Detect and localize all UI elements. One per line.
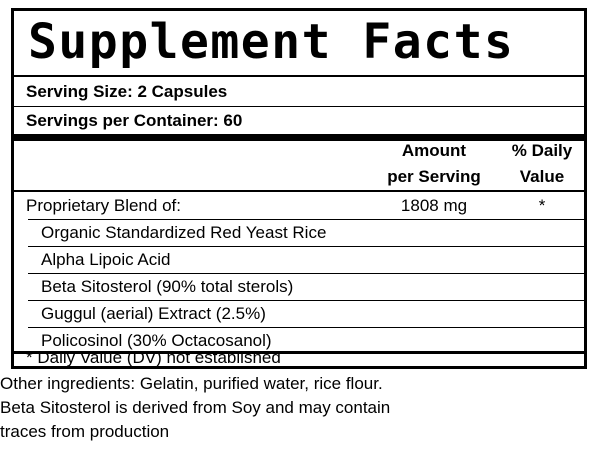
other-ingredients-line: Other ingredients: Gelatin, purified wat…: [0, 374, 383, 393]
amount-header-line2: per Serving: [387, 167, 481, 186]
servings-per-container: Servings per Container: 60: [26, 111, 243, 130]
serving-divider: [14, 106, 584, 107]
blend-name: Proprietary Blend of:: [26, 196, 181, 215]
dv-header-line1: % Daily: [511, 141, 573, 160]
list-item: Beta Sitosterol (90% total sterols): [41, 277, 294, 296]
amount-header-line1: Amount: [401, 141, 467, 160]
supplement-facts-panel: Supplement Facts Serving Size: 2 Capsule…: [11, 8, 587, 369]
blend-dv: *: [538, 196, 546, 215]
blend-amount: 1808 mg: [400, 196, 468, 215]
panel-title: Supplement Facts: [28, 14, 515, 70]
title-divider: [14, 75, 584, 77]
list-item: Organic Standardized Red Yeast Rice: [41, 223, 327, 242]
other-ingredients: Other ingredients: Gelatin, purified wat…: [0, 372, 600, 444]
header-divider: [14, 190, 584, 192]
serving-size: Serving Size: 2 Capsules: [26, 82, 228, 101]
row-divider: [28, 219, 584, 220]
row-divider: [28, 246, 584, 247]
other-ingredients-line: traces from production: [0, 422, 170, 441]
dv-header-line2: Value: [519, 167, 565, 186]
footnote-divider: [14, 351, 584, 354]
row-divider: [28, 300, 584, 301]
list-item: Policosinol (30% Octacosanol): [41, 331, 272, 350]
thick-divider: [14, 134, 584, 141]
list-item: Guggul (aerial) Extract (2.5%): [41, 304, 266, 323]
other-ingredients-line: Beta Sitosterol is derived from Soy and …: [0, 398, 391, 417]
footnote: * Daily Value (DV) not established: [26, 348, 281, 367]
row-divider: [28, 273, 584, 274]
row-divider: [28, 327, 584, 328]
list-item: Alpha Lipoic Acid: [41, 250, 171, 269]
